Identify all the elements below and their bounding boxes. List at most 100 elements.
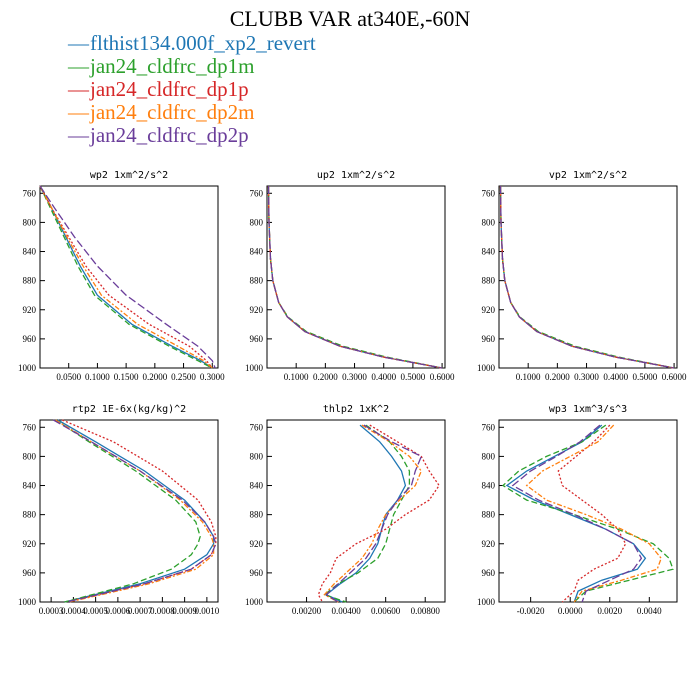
series-line-3 [55, 419, 215, 603]
legend-line-icon: — [68, 123, 89, 147]
legend-item: —jan24_cldfrc_dp1m [68, 55, 316, 78]
panel: wp3 1xm^3/s^3 760 800 840 880 920 960 1000 -0.00… [477, 404, 678, 616]
y-tick-label: 800 [482, 451, 496, 461]
x-tick-label: 0.2000 [313, 372, 338, 382]
series-line-3 [267, 185, 443, 369]
y-tick-label: 960 [482, 334, 496, 344]
series-line-1 [501, 424, 674, 603]
x-tick-label: 0.6000 [662, 372, 687, 382]
y-tick-label: 800 [250, 451, 264, 461]
series-line-0 [39, 185, 213, 369]
x-tick-label: 0.00600 [371, 606, 401, 616]
panel: rtp2 1E-6x(kg/kg)^2 760 800 840 880 920 960 100… [18, 404, 220, 616]
x-tick-label: 0.0500 [56, 372, 81, 382]
x-tick-label: 0.00800 [411, 606, 441, 616]
legend: —flthist134.000f_xp2_revert —jan24_cldfr… [68, 32, 316, 147]
legend-label: jan24_cldfrc_dp1p [90, 77, 249, 101]
series-line-1 [499, 185, 675, 369]
y-tick-label: 840 [23, 481, 37, 491]
x-tick-label: 0.3000 [574, 372, 599, 382]
x-tick-label: 0.1000 [516, 372, 541, 382]
panel-frame [266, 419, 446, 603]
y-tick-label: 880 [23, 276, 37, 286]
y-tick-label: 880 [250, 510, 264, 520]
y-tick-label: 880 [250, 276, 264, 286]
series-line-1 [39, 185, 213, 369]
y-tick-label: 760 [23, 188, 37, 198]
series-line-1 [55, 419, 201, 603]
y-tick-label: 960 [23, 334, 37, 344]
series-line-3 [525, 424, 662, 603]
y-tick-label: 1000 [245, 363, 264, 373]
panel: up2 1xm^2/s^2 760 800 840 880 920 960 1000 0.100… [245, 170, 455, 382]
series-line-2 [499, 185, 675, 369]
x-tick-label: 0.0006 [106, 606, 131, 616]
x-tick-label: 0.0005 [83, 606, 108, 616]
y-tick-label: 1000 [18, 597, 37, 607]
x-tick-label: 0.2000 [545, 372, 570, 382]
x-tick-label: 0.0009 [172, 606, 197, 616]
y-tick-label: 880 [482, 276, 496, 286]
x-tick-label: 0.1000 [85, 372, 110, 382]
x-tick-label: 0.00400 [331, 606, 361, 616]
x-tick-label: 0.5000 [401, 372, 426, 382]
series-line-2 [317, 424, 440, 603]
x-tick-label: 0.2500 [171, 372, 196, 382]
x-tick-label: 0.4000 [603, 372, 628, 382]
legend-line-icon: — [68, 31, 89, 55]
x-tick-label: 0.0008 [150, 606, 175, 616]
y-tick-label: 920 [250, 305, 264, 315]
x-tick-label: 0.0000 [558, 606, 583, 616]
y-tick-label: 920 [23, 305, 37, 315]
legend-label: jan24_cldfrc_dp1m [90, 54, 255, 78]
legend-label: jan24_cldfrc_dp2m [90, 100, 255, 124]
series-line-1 [267, 185, 443, 369]
x-tick-label: 0.3000 [200, 372, 225, 382]
x-tick-label: 0.0003 [39, 606, 64, 616]
legend-label: jan24_cldfrc_dp2p [90, 123, 249, 147]
y-tick-label: 960 [250, 334, 264, 344]
y-tick-label: 1000 [477, 363, 496, 373]
y-tick-label: 880 [23, 510, 37, 520]
legend-label: flthist134.000f_xp2_revert [90, 31, 316, 55]
x-tick-label: 0.00200 [292, 606, 322, 616]
y-tick-label: 1000 [18, 363, 37, 373]
series-line-4 [39, 185, 216, 369]
series-line-4 [53, 419, 217, 603]
legend-item: —jan24_cldfrc_dp2m [68, 101, 316, 124]
y-tick-label: 960 [250, 568, 264, 578]
y-tick-label: 920 [23, 539, 37, 549]
series-line-4 [267, 185, 443, 369]
y-tick-label: 800 [482, 217, 496, 227]
series-line-4 [325, 424, 423, 603]
panel-title: vp2 1xm^2/s^2 [549, 170, 627, 181]
series-line-2 [39, 185, 213, 369]
panel-frame [39, 419, 219, 603]
panel: vp2 1xm^2/s^2 760 800 840 880 920 960 1000 0.100… [477, 170, 687, 382]
y-tick-label: 760 [482, 188, 496, 198]
x-tick-label: 0.0010 [195, 606, 220, 616]
x-tick-label: 0.6000 [430, 372, 455, 382]
series-line-2 [267, 185, 443, 369]
x-tick-label: 0.1500 [114, 372, 139, 382]
panel-title: wp3 1xm^3/s^3 [549, 404, 627, 415]
panel-frame [498, 419, 678, 603]
series-line-3 [323, 424, 423, 603]
legend-line-icon: — [68, 100, 89, 124]
series-line-3 [499, 185, 675, 369]
series-line-2 [62, 419, 217, 603]
x-tick-label: 0.1000 [284, 372, 309, 382]
y-tick-label: 840 [482, 481, 496, 491]
y-tick-label: 760 [250, 188, 264, 198]
y-tick-label: 800 [23, 451, 37, 461]
legend-line-icon: — [68, 54, 89, 78]
y-tick-label: 880 [482, 510, 496, 520]
x-tick-label: 0.0004 [61, 606, 86, 616]
y-tick-label: 840 [250, 481, 264, 491]
panel: thlp2 1xK^2 760 800 840 880 920 960 1000 0.00200… [245, 404, 446, 616]
y-tick-label: 800 [250, 217, 264, 227]
y-tick-label: 1000 [477, 597, 496, 607]
legend-item: —flthist134.000f_xp2_revert [68, 32, 316, 55]
x-tick-label: 0.3000 [342, 372, 367, 382]
panel-title: rtp2 1E-6x(kg/kg)^2 [72, 404, 186, 415]
